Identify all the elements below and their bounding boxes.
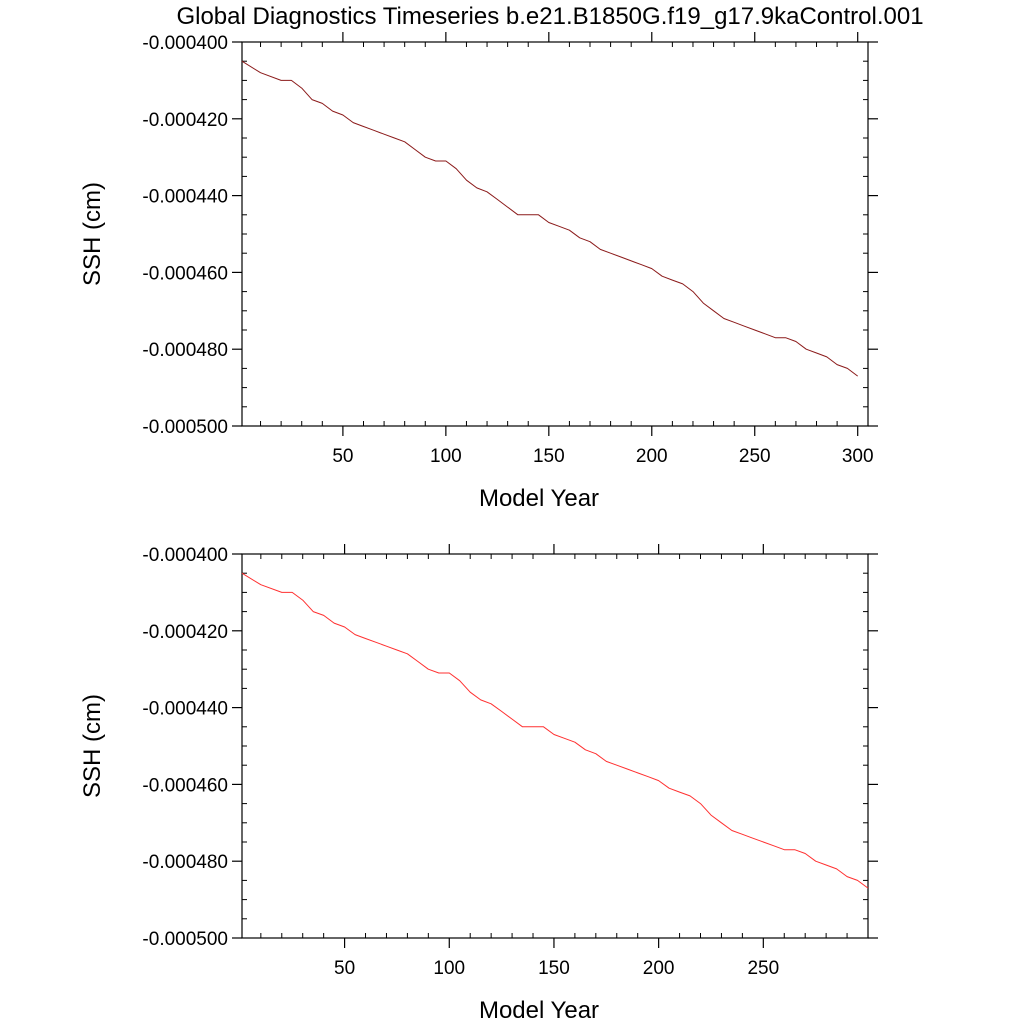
y-tick-label: -0.000420	[142, 622, 228, 643]
y-tick-label: -0.000400	[142, 33, 228, 54]
x-tick-label: 150	[533, 446, 565, 467]
y-tick-label: -0.000440	[142, 699, 228, 720]
y-axis-label: SSH (cm)	[79, 694, 106, 798]
y-tick-label: -0.000460	[142, 263, 228, 284]
y-tick-label: -0.000500	[142, 929, 228, 950]
plot-panel-1: 50 100 150 200 250 300 -0.000400 -0.000420 -0.00…	[79, 32, 878, 512]
y-tick-label: -0.000480	[142, 852, 228, 873]
plot-frame	[241, 553, 869, 939]
y-tick-label: -0.000400	[142, 545, 228, 566]
plot-panel-2: 50 100 150 200 250 -0.000400 -0.000420 -0.00044…	[79, 544, 878, 1024]
x-axis-label: Model Year	[479, 997, 599, 1024]
x-tick-label: 250	[739, 446, 771, 467]
y-tick-label: -0.000420	[142, 110, 228, 131]
x-tick-label: 50	[334, 958, 355, 979]
x-tick-label: 200	[636, 446, 668, 467]
y-tick-label: -0.000480	[142, 340, 228, 361]
y-tick-label: -0.000460	[142, 775, 228, 796]
x-tick-label: 50	[332, 446, 353, 467]
y-tick-label: -0.000440	[142, 187, 228, 208]
x-tick-label: 300	[842, 446, 874, 467]
x-tick-label: 100	[430, 446, 462, 467]
y-axis-label: SSH (cm)	[79, 182, 106, 286]
x-tick-label: 150	[538, 958, 570, 979]
series-line-1	[241, 572, 869, 889]
x-tick-label: 250	[747, 958, 779, 979]
chart-title: Global Diagnostics Timeseries b.e21.B185…	[176, 3, 923, 30]
y-tick-label: -0.000500	[142, 417, 228, 438]
series-line-1	[241, 60, 858, 377]
x-tick-label: 200	[643, 958, 675, 979]
x-axis-label: Model Year	[479, 485, 599, 512]
plot-frame	[241, 41, 869, 427]
x-tick-label: 100	[433, 958, 465, 979]
